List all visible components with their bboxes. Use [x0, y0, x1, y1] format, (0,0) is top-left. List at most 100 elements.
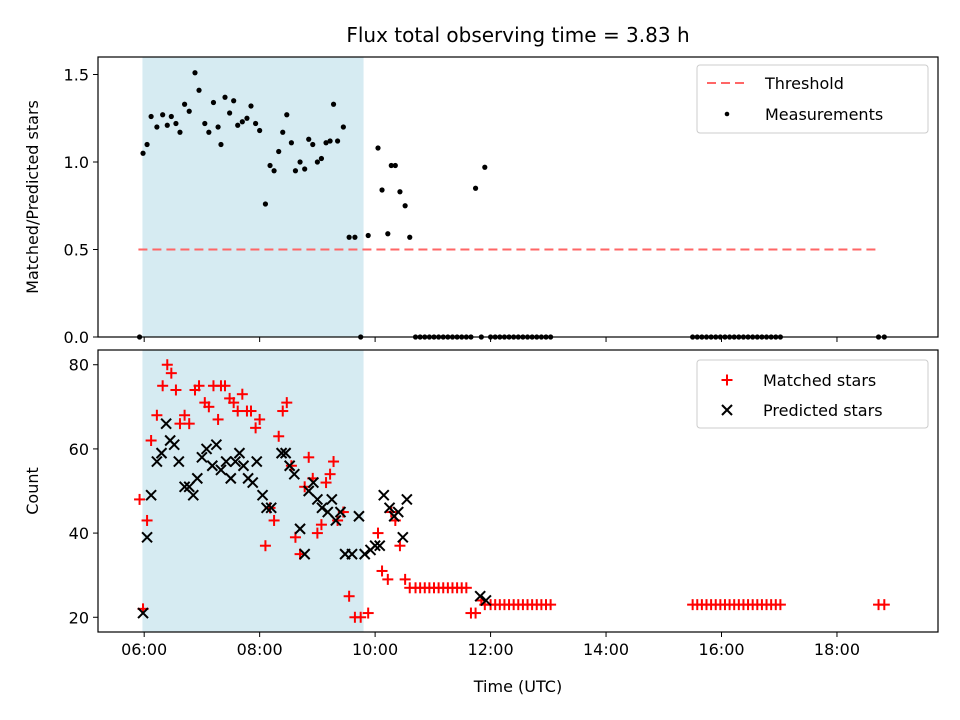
matched-star-point: [245, 405, 257, 417]
predicted-star-point: [225, 472, 237, 485]
y-tick-label: 60: [69, 440, 89, 459]
matched-star-point: [179, 409, 191, 421]
predicted-star-point: [210, 438, 223, 451]
measurement-point: [402, 203, 408, 209]
measurement-point: [280, 129, 286, 135]
measurement-point: [352, 234, 358, 240]
measurement-point: [177, 129, 183, 135]
predicted-star-point: [206, 460, 219, 472]
measurement-point: [323, 140, 329, 146]
predicted-star-point: [330, 514, 342, 527]
matched-star-point: [470, 607, 482, 619]
predicted-star-point: [260, 502, 273, 514]
predicted-star-point: [200, 443, 213, 455]
matched-star-point: [332, 514, 344, 526]
measurement-point: [276, 148, 282, 155]
legend-threshold-label: Threshold: [764, 74, 844, 93]
measurement-point: [267, 162, 273, 169]
matched-star-point: [372, 527, 384, 539]
matched-star-point: [285, 460, 297, 472]
predicted-star-point: [145, 489, 157, 501]
measurement-point: [160, 112, 166, 118]
matched-star-point: [343, 590, 355, 602]
measurement-point: [235, 122, 241, 128]
predicted-star-point: [196, 451, 208, 464]
measurement-point: [186, 108, 192, 114]
matched-star-point: [268, 514, 280, 526]
matched-star-point: [315, 519, 327, 531]
ratio-plot-frame: [97, 56, 939, 338]
measurement-point: [210, 99, 217, 106]
matched-star-point: [236, 388, 248, 400]
matched-star-point: [399, 573, 411, 585]
predicted-star-point: [283, 460, 296, 472]
measurement-point: [248, 103, 254, 109]
predicted-star-point: [275, 447, 288, 459]
matched-star-point: [878, 599, 890, 611]
predicted-star-point: [353, 510, 365, 522]
matched-star-point: [362, 607, 374, 619]
measurement-point: [392, 162, 398, 169]
predicted-star-point: [220, 455, 232, 468]
x-axis-label: Time (UTC): [473, 677, 562, 696]
matched-star-point: [161, 359, 173, 371]
matched-star-point: [165, 367, 177, 379]
matched-star-point: [203, 401, 215, 413]
predicted-star-point: [397, 531, 409, 544]
predicted-star-point: [311, 493, 324, 506]
measurement-point: [297, 159, 303, 165]
predicted-star-point: [369, 540, 381, 552]
matched-star-point: [376, 565, 388, 577]
predicted-star-point: [237, 460, 250, 472]
measurement-point: [375, 145, 381, 151]
measurement-point: [144, 141, 150, 148]
measurement-point: [292, 168, 299, 174]
matched-star-point: [394, 540, 406, 552]
legend-predicted-swatch: [721, 404, 733, 416]
matched-star-point: [228, 397, 240, 409]
predicted-star-point: [191, 472, 204, 485]
count-legend-box: [696, 359, 929, 429]
predicted-star-point: [279, 447, 292, 459]
y-tick-label: 80: [69, 356, 89, 375]
measurement-point: [340, 124, 346, 130]
measurement-point: [407, 234, 413, 240]
measurement-point: [482, 164, 488, 170]
measurement-point: [196, 87, 202, 93]
y-tick-label: 0.0: [64, 328, 89, 347]
legend-predicted-marker: [721, 404, 733, 416]
predicted-star-point: [401, 493, 413, 506]
measurement-point: [314, 159, 320, 165]
matched-star-point: [151, 409, 163, 421]
measurement-point: [284, 112, 290, 118]
predicted-star-point: [141, 531, 153, 544]
predicted-star-point: [346, 548, 358, 560]
measurement-point: [388, 162, 394, 169]
predicted-star-point: [233, 447, 246, 459]
measurement-point: [257, 127, 263, 134]
matched-star-point: [460, 582, 472, 594]
measurement-point: [365, 232, 371, 239]
measurement-point: [330, 101, 337, 107]
measurement-point: [397, 189, 403, 195]
matched-star-point: [328, 456, 340, 468]
predicted-star-point: [229, 455, 242, 468]
measurement-point: [244, 115, 250, 121]
measurement-point: [346, 234, 352, 240]
predicted-star-point: [265, 502, 277, 514]
measurement-point: [327, 138, 333, 144]
matched-star-point: [774, 599, 786, 611]
predicted-star-point: [247, 476, 259, 489]
predicted-star-point: [137, 607, 149, 619]
ratio-x-ticks: [143, 337, 838, 342]
matched-star-point: [303, 451, 315, 463]
matched-star-point: [277, 405, 289, 417]
matched-star-point: [174, 418, 186, 430]
measurement-point: [310, 141, 316, 148]
matched-star-point: [183, 418, 195, 430]
measurement-point: [154, 124, 160, 130]
predicted-star-point: [316, 502, 328, 514]
measurement-point: [231, 98, 237, 104]
matched-star-point: [273, 430, 285, 442]
measurement-point: [262, 201, 269, 207]
